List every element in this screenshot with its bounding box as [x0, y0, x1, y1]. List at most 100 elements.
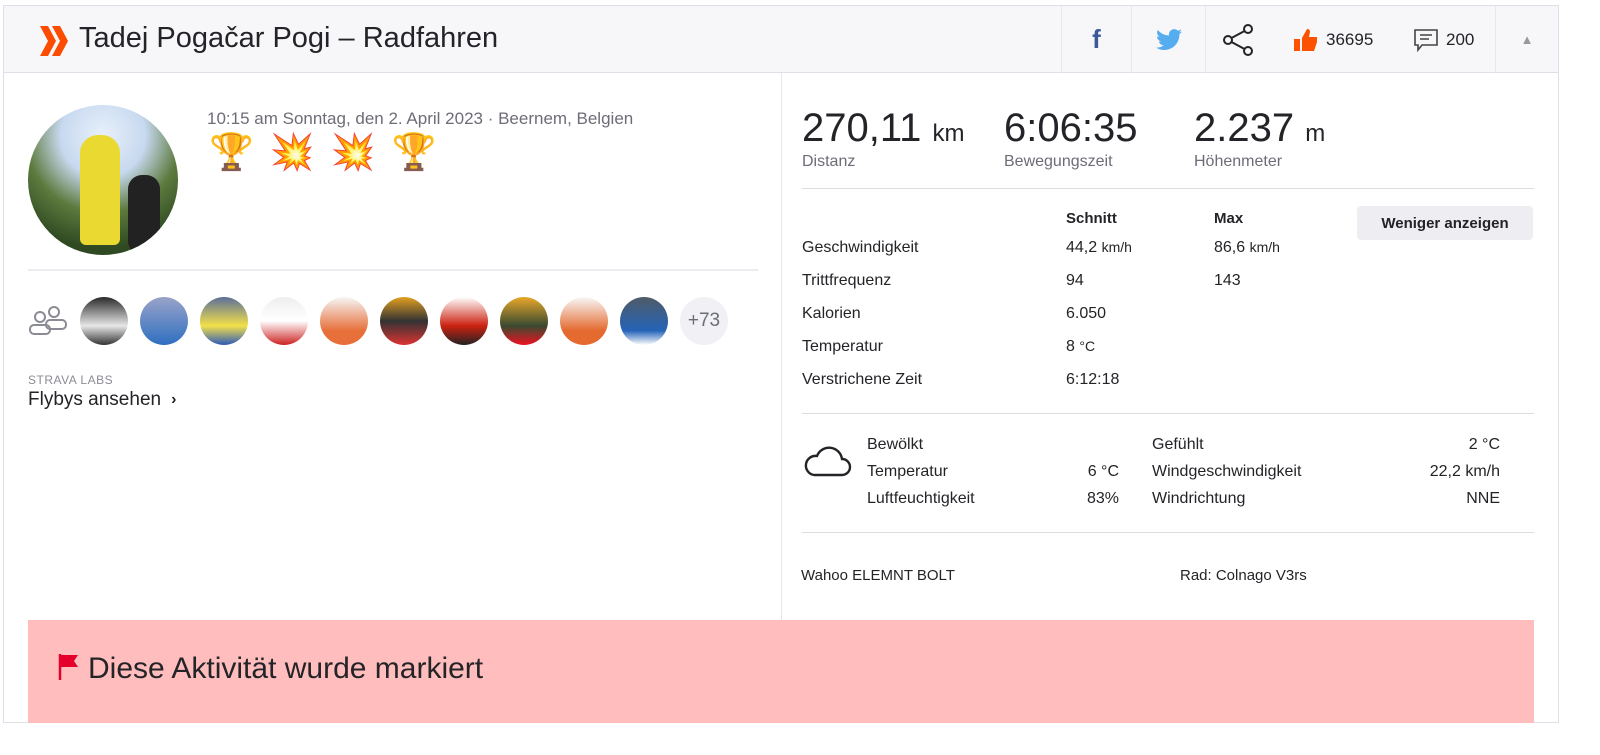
- collapse-triangle-icon: ▲: [1520, 32, 1534, 47]
- stat-label: Distanz: [802, 153, 856, 170]
- max-value: 143: [1214, 272, 1241, 289]
- facebook-share-button[interactable]: f: [1061, 6, 1131, 73]
- group-icon: [29, 306, 67, 335]
- divider: [802, 532, 1534, 533]
- strava-chevrons-icon: [40, 26, 68, 56]
- athlete-avatar[interactable]: [620, 297, 668, 345]
- activity-date-location: 10:15 am Sonntag, den 2. April 2023 · Be…: [207, 109, 634, 128]
- flybys-label: Flybys ansehen: [28, 389, 162, 410]
- stat-row-label: Verstrichene Zeit: [802, 371, 923, 388]
- trophy-icon[interactable]: 🏆: [209, 131, 254, 172]
- athlete-avatar[interactable]: [440, 297, 488, 345]
- avg-unit: °C: [1079, 338, 1096, 354]
- stat-unit: m: [1305, 120, 1326, 147]
- share-button[interactable]: [1205, 6, 1269, 73]
- avg-value: 6.050: [1066, 305, 1107, 322]
- stat-moving-time: 6:06:35 Bewegungszeit: [1004, 106, 1137, 171]
- max-value: 86,6: [1214, 239, 1246, 256]
- show-less-button[interactable]: Weniger anzeigen: [1357, 206, 1533, 240]
- athlete-avatar[interactable]: [80, 297, 128, 345]
- athlete-avatar[interactable]: [260, 297, 308, 345]
- stat-row-max: 143: [1214, 272, 1241, 290]
- athlete-avatar[interactable]: [28, 105, 178, 255]
- divider: [28, 269, 758, 271]
- collapse-button[interactable]: ▲: [1495, 6, 1558, 73]
- comments-button[interactable]: 200: [1414, 28, 1474, 52]
- avg-value: 6:12:18: [1066, 371, 1120, 388]
- column-header-max: Max: [1214, 210, 1244, 227]
- divider: [802, 413, 1534, 414]
- weather-wind-speed-label: Windgeschwindigkeit: [1152, 463, 1302, 480]
- activity-card: Tadej Pogačar Pogi – Radfahren f 36695 2…: [3, 5, 1559, 723]
- stat-row-label: Geschwindigkeit: [802, 239, 919, 256]
- athlete-avatar[interactable]: [560, 297, 608, 345]
- stat-row-label: Temperatur: [802, 338, 883, 355]
- weather-temp-label: Temperatur: [867, 463, 948, 480]
- weather-temp: 6 °C: [1087, 463, 1119, 480]
- stat-row-avg: 6.050: [1066, 305, 1106, 323]
- kudos-button[interactable]: 36695: [1294, 28, 1373, 52]
- more-athletes-button[interactable]: +73: [680, 297, 728, 345]
- device-name: Wahoo ELEMNT BOLT: [801, 567, 955, 584]
- max-unit: km/h: [1249, 239, 1280, 255]
- stat-elevation: 2.237 m Höhenmeter: [1194, 106, 1325, 171]
- share-icon: [1222, 23, 1253, 56]
- avg-value: 94: [1066, 272, 1084, 289]
- group-athletes: +73: [28, 297, 728, 345]
- comment-icon: [1414, 29, 1438, 52]
- activity-title: Tadej Pogačar Pogi – Radfahren: [79, 22, 499, 54]
- thumbs-up-icon: [1294, 29, 1317, 51]
- stat-row-max: 86,6 km/h: [1214, 239, 1280, 257]
- avg-unit: km/h: [1101, 239, 1132, 255]
- weather-humidity-label: Luftfeuchtigkeit: [867, 490, 975, 507]
- stat-row-avg: 94: [1066, 272, 1084, 290]
- stat-row-avg: 8 °C: [1066, 338, 1095, 356]
- weather-humidity: 83%: [1086, 490, 1119, 507]
- avg-value: 8: [1066, 338, 1075, 355]
- stat-row-avg: 6:12:18: [1066, 371, 1119, 389]
- athlete-avatar[interactable]: [500, 297, 548, 345]
- twitter-icon: [1155, 28, 1182, 50]
- stat-unit: km: [932, 120, 965, 147]
- explosion-icon[interactable]: 💥: [330, 131, 376, 172]
- weather-wind-speed: 22,2 km/h: [1429, 463, 1500, 480]
- athlete-avatar[interactable]: [320, 297, 368, 345]
- twitter-share-button[interactable]: [1131, 6, 1205, 73]
- bike-name[interactable]: Rad: Colnago V3rs: [1180, 567, 1307, 584]
- kudos-count: 36695: [1326, 30, 1374, 49]
- chevron-right-icon: ›: [171, 391, 177, 408]
- activity-summary: 10:15 am Sonntag, den 2. April 2023 · Be…: [4, 73, 782, 621]
- stat-row-label: Trittfrequenz: [802, 272, 892, 289]
- stat-label: Bewegungszeit: [1004, 153, 1113, 170]
- facebook-icon: f: [1092, 24, 1101, 54]
- flybys-link[interactable]: Flybys ansehen ›: [28, 389, 176, 411]
- divider: [802, 188, 1534, 189]
- explosion-icon[interactable]: 💥: [269, 131, 315, 172]
- flagged-banner: Diese Aktivität wurde markiert: [28, 620, 1534, 723]
- column-header-avg: Schnitt: [1066, 210, 1117, 227]
- cloud-icon: [804, 446, 852, 477]
- weather-feels-label: Gefühlt: [1152, 436, 1204, 453]
- flagged-text: Diese Aktivität wurde markiert: [88, 652, 484, 685]
- stat-row-avg: 44,2 km/h: [1066, 239, 1132, 257]
- achievements: 🏆 💥 💥 🏆: [209, 131, 436, 173]
- weather-wind-dir: NNE: [1466, 490, 1500, 507]
- weather-feels: 2 °C: [1468, 436, 1500, 453]
- weather-wind-dir-label: Windrichtung: [1152, 490, 1246, 507]
- stat-value: 270,11: [802, 106, 922, 150]
- athlete-avatar[interactable]: [380, 297, 428, 345]
- weather-condition: Bewölkt: [867, 436, 924, 453]
- stat-label: Höhenmeter: [1194, 153, 1283, 170]
- comment-count: 200: [1446, 30, 1475, 49]
- activity-header: Tadej Pogačar Pogi – Radfahren f 36695 2…: [4, 6, 1558, 73]
- flag-icon: [58, 654, 78, 680]
- athlete-avatar[interactable]: [200, 297, 248, 345]
- strava-labs-label: STRAVA LABS: [28, 373, 114, 387]
- stat-value: 2.237: [1194, 106, 1295, 150]
- stat-value: 6:06:35: [1004, 106, 1138, 150]
- stat-row-label: Kalorien: [802, 305, 861, 322]
- avg-value: 44,2: [1066, 239, 1098, 256]
- stat-distance: 270,11 km Distanz: [802, 106, 965, 171]
- trophy-icon[interactable]: 🏆: [391, 131, 437, 172]
- athlete-avatar[interactable]: [140, 297, 188, 345]
